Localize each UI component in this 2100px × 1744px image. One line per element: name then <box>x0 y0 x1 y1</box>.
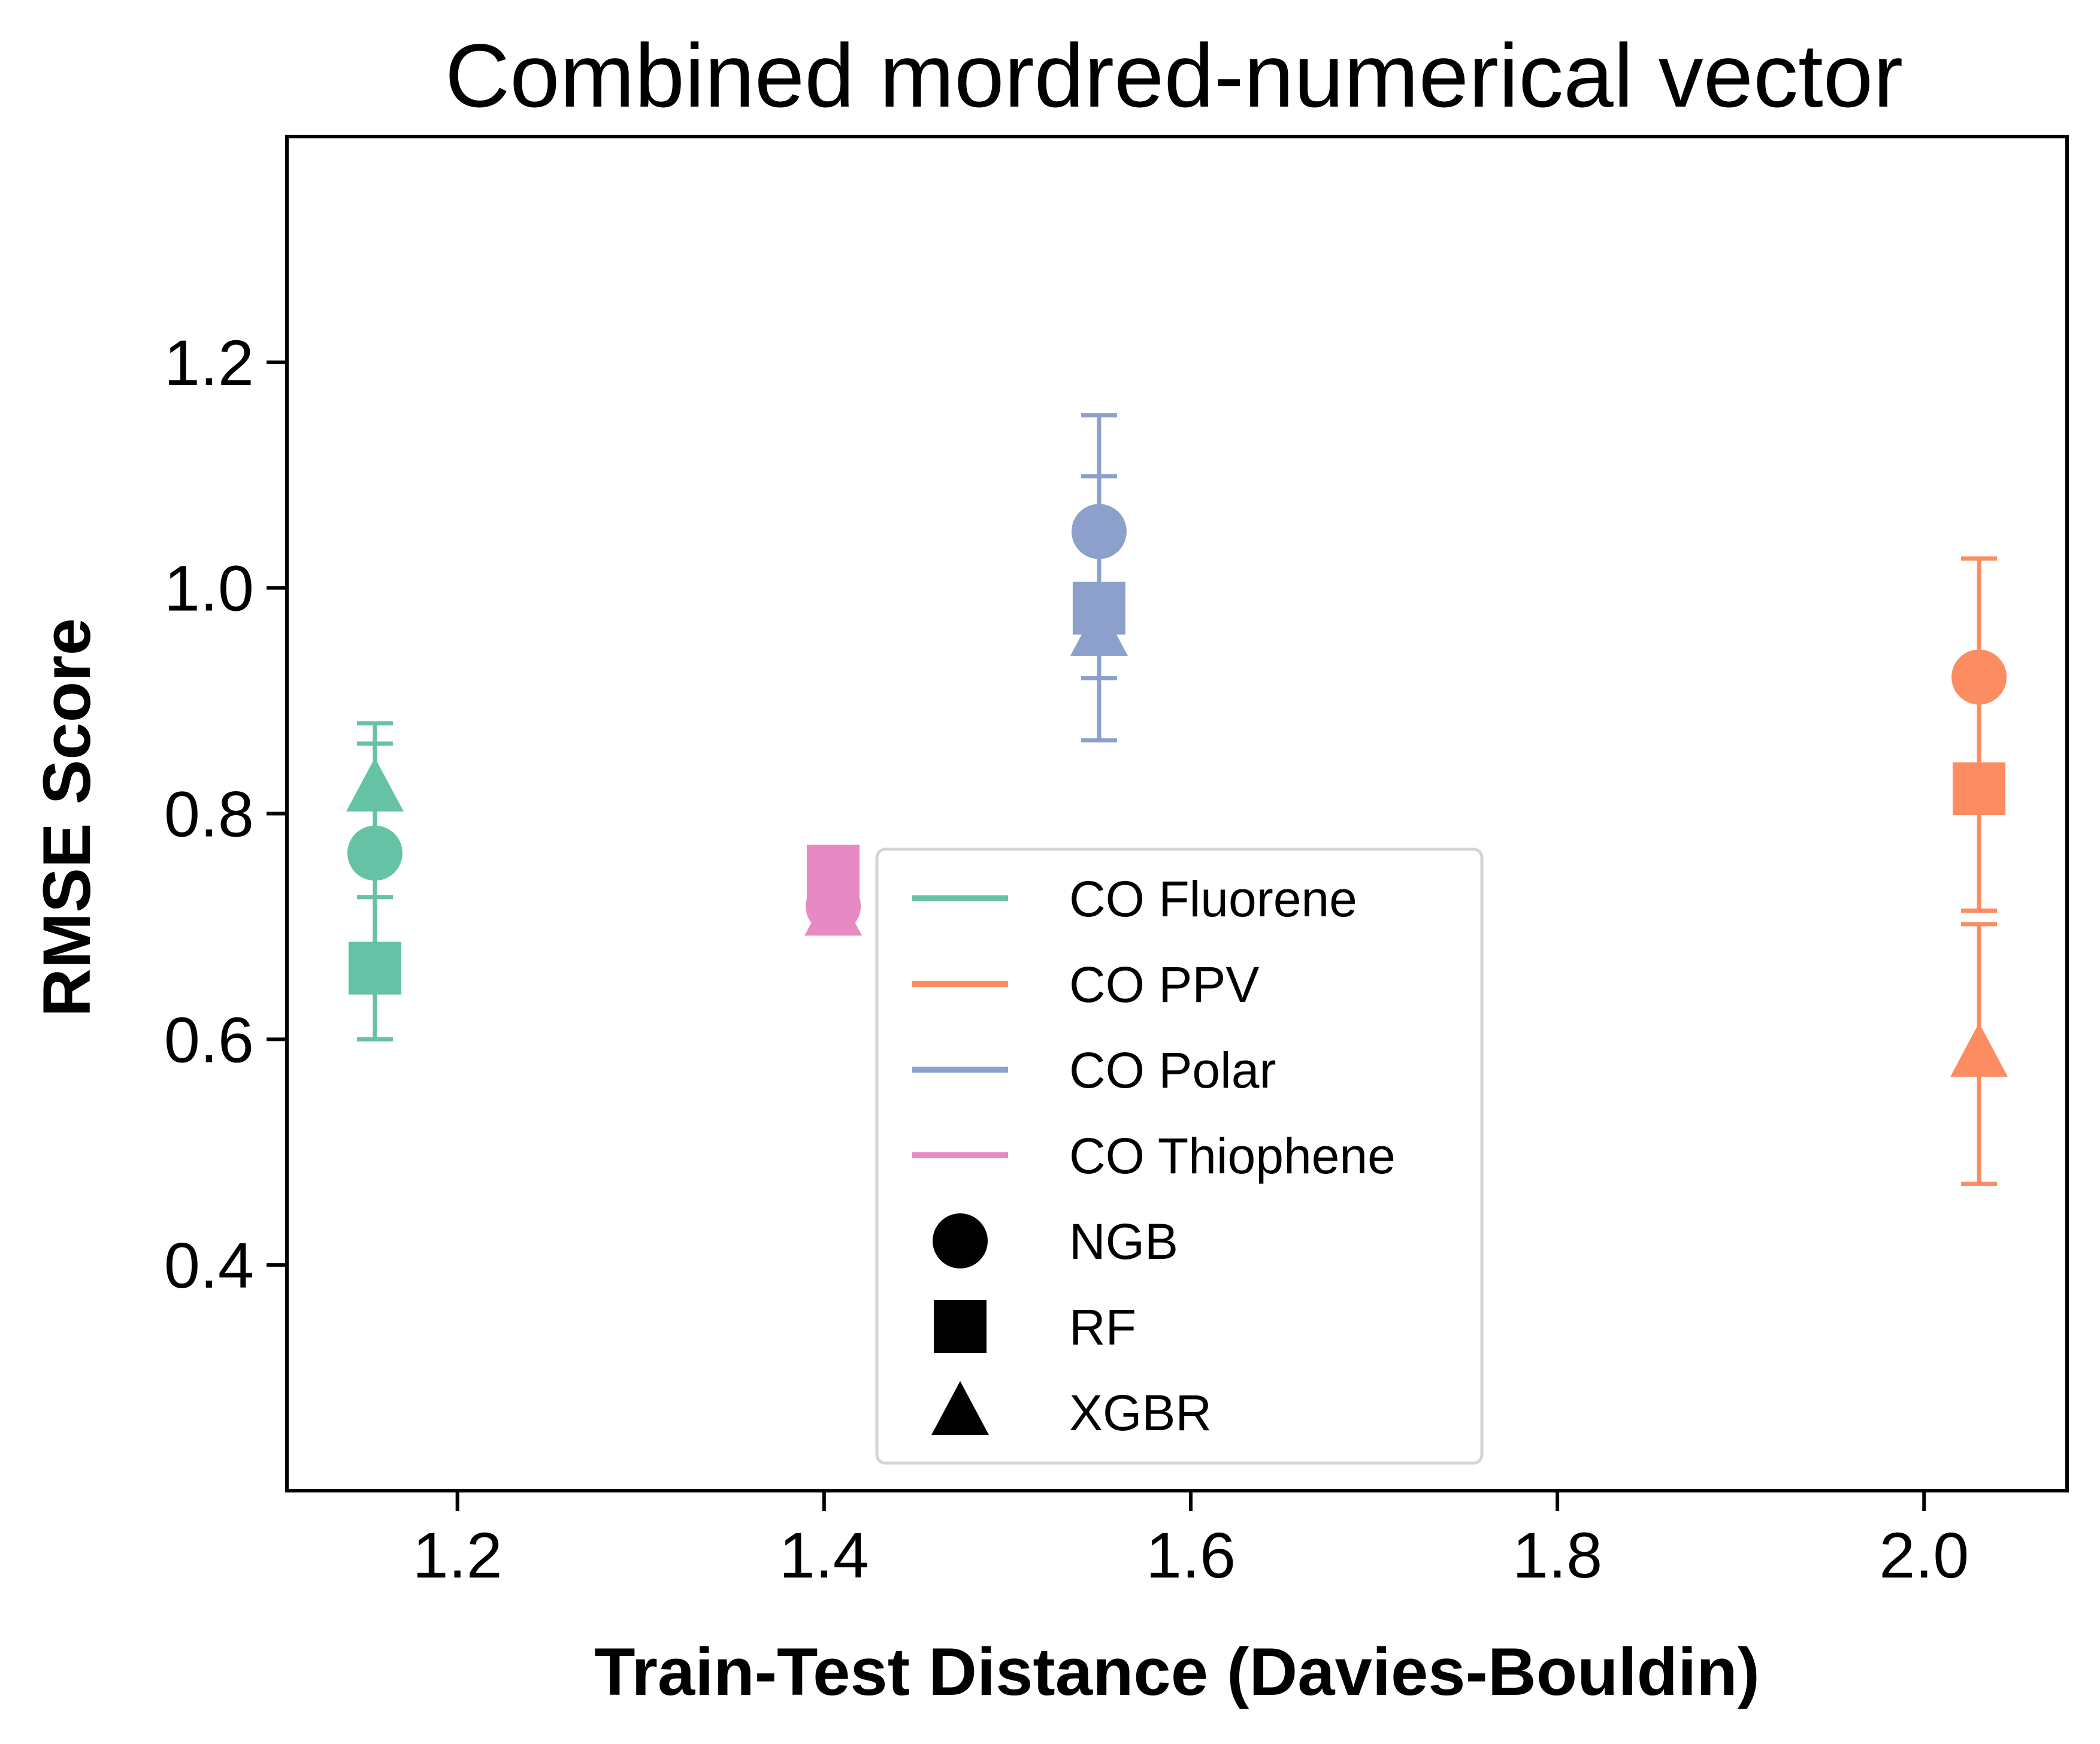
legend-label: XGBR <box>1069 1385 1212 1441</box>
legend-marker <box>933 1213 988 1268</box>
legend-label: CO PPV <box>1069 956 1259 1013</box>
data-point <box>347 825 403 881</box>
legend-label: CO Fluorene <box>1069 871 1357 927</box>
data-point <box>1950 1022 2008 1077</box>
y-axis-label: RMSE Score <box>29 618 104 1017</box>
y-tick-label: 1.0 <box>164 552 254 625</box>
x-tick-label: 1.8 <box>1512 1519 1602 1591</box>
legend-marker <box>931 1381 989 1435</box>
x-tick-label: 1.6 <box>1146 1519 1236 1591</box>
x-tick-label: 2.0 <box>1879 1519 1969 1591</box>
chart-title: Combined mordred-numerical vector <box>445 25 1903 126</box>
legend-box <box>875 847 1484 1465</box>
data-point <box>346 758 404 812</box>
axis-ticks: 1.2 1.4 1.6 1.8 2.0 0.4 0.6 0.8 1.0 1.2 <box>164 326 1969 1591</box>
x-tick-label: 1.4 <box>779 1519 869 1591</box>
data-point <box>1070 602 1128 656</box>
legend-label: NGB <box>1069 1213 1178 1270</box>
x-tick-label: 1.2 <box>413 1519 503 1591</box>
y-tick-label: 1.2 <box>164 326 254 399</box>
y-tick-label: 0.8 <box>164 778 254 850</box>
data-point <box>804 882 863 936</box>
legend-marker <box>934 1300 987 1353</box>
plot-frame <box>285 135 2069 1492</box>
data-marks <box>346 413 2008 1186</box>
legend-label: CO Polar <box>1069 1042 1276 1098</box>
data-point <box>348 941 401 995</box>
y-tick-label: 0.6 <box>164 1003 254 1076</box>
x-axis-label: Train-Test Distance (Davies-Bouldin) <box>594 1634 1760 1709</box>
legend-label: RF <box>1069 1299 1136 1355</box>
legend: CO Fluorene CO PPV CO Polar CO Thiophene NGB… <box>875 847 1484 1465</box>
y-tick-label: 0.4 <box>164 1229 254 1301</box>
data-point <box>1953 762 2006 816</box>
legend-label: CO Thiophene <box>1069 1128 1396 1184</box>
